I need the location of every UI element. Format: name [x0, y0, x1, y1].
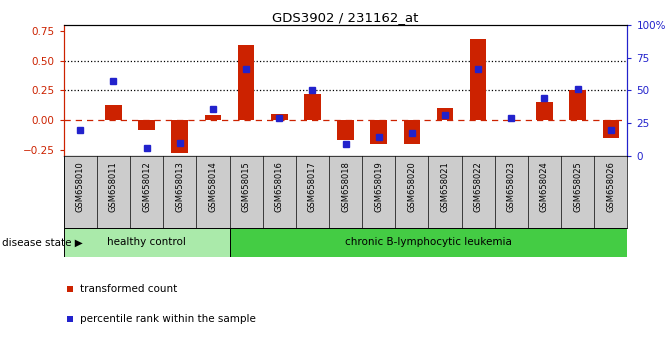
Text: percentile rank within the sample: percentile rank within the sample — [80, 314, 256, 324]
Bar — [238, 45, 254, 120]
Text: GSM658021: GSM658021 — [441, 161, 450, 212]
Text: GSM658011: GSM658011 — [109, 161, 118, 212]
Bar — [105, 104, 121, 120]
Text: GSM658023: GSM658023 — [507, 161, 516, 212]
Text: GSM658025: GSM658025 — [573, 161, 582, 212]
Text: GSM658010: GSM658010 — [76, 161, 85, 212]
Bar — [503, 120, 519, 121]
Text: chronic B-lymphocytic leukemia: chronic B-lymphocytic leukemia — [345, 238, 512, 247]
Text: healthy control: healthy control — [107, 238, 186, 247]
Bar — [470, 39, 486, 120]
Text: transformed count: transformed count — [80, 284, 177, 294]
Bar — [570, 90, 586, 120]
Text: GSM658014: GSM658014 — [209, 161, 217, 212]
Bar — [271, 114, 288, 120]
Bar — [205, 115, 221, 120]
Bar — [536, 102, 553, 120]
Text: GSM658013: GSM658013 — [175, 161, 185, 212]
Bar — [229, 228, 627, 257]
Bar — [370, 120, 387, 144]
Text: GSM658015: GSM658015 — [242, 161, 250, 212]
Bar — [172, 120, 188, 153]
Text: GSM658017: GSM658017 — [308, 161, 317, 212]
Text: GSM658026: GSM658026 — [607, 161, 615, 212]
Text: GSM658022: GSM658022 — [474, 161, 482, 212]
Bar — [338, 120, 354, 140]
Bar — [304, 94, 321, 120]
Text: GSM658024: GSM658024 — [540, 161, 549, 212]
Text: GSM658020: GSM658020 — [407, 161, 417, 212]
Bar — [603, 120, 619, 138]
Text: GSM658016: GSM658016 — [274, 161, 284, 212]
Text: GSM658018: GSM658018 — [341, 161, 350, 212]
Bar — [138, 120, 155, 130]
Bar — [403, 120, 420, 144]
Text: GSM658012: GSM658012 — [142, 161, 151, 212]
Bar — [437, 108, 454, 120]
Text: disease state ▶: disease state ▶ — [2, 238, 83, 247]
Bar — [64, 228, 229, 257]
Title: GDS3902 / 231162_at: GDS3902 / 231162_at — [272, 11, 419, 24]
Text: GSM658019: GSM658019 — [374, 161, 383, 212]
